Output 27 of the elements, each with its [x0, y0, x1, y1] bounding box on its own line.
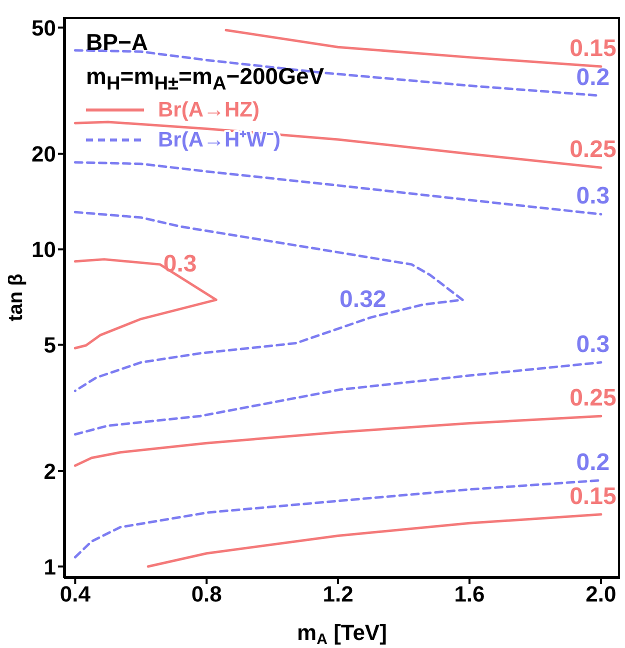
x-tick-label: 1.2 — [322, 582, 354, 607]
x-tick-label: 1.6 — [454, 582, 485, 607]
annotation: 0.32 — [340, 286, 386, 313]
y-tick-label: 2 — [44, 458, 56, 484]
annotation: 0.15 — [570, 35, 616, 62]
y-tick-label: 10 — [32, 237, 56, 262]
legend-label: Br(A→H⁺W⁻) — [158, 128, 280, 152]
x-tick-label: 0.8 — [191, 582, 222, 607]
x-tick-label: 2.0 — [586, 582, 616, 607]
annotation: m$_{H}$=m$_{H±}$=m$_{A}$−200GeV — [86, 63, 324, 95]
x-tick-label: 0.4 — [60, 582, 92, 607]
annotation: 0.25 — [570, 384, 616, 412]
annotation: 0.2 — [576, 448, 610, 476]
annotation: 0.3 — [576, 330, 610, 358]
line-series — [74, 210, 464, 392]
y-tick-label: 1 — [44, 554, 56, 580]
line-series — [146, 513, 602, 568]
y-tick-label: 50 — [32, 15, 56, 40]
y-tick-label: 20 — [32, 142, 56, 167]
legend-label: Br(A→HZ) — [158, 98, 260, 122]
annotation: BP−A — [86, 28, 149, 57]
annotation: 0.2 — [576, 64, 610, 92]
annotation: 0.3 — [576, 182, 610, 210]
annotation: 0.15 — [570, 482, 616, 510]
y-tick-label: 5 — [44, 332, 56, 358]
annotation: 0.25 — [570, 136, 616, 164]
x-axis-title: m$_{A}$ [TeV] — [297, 620, 387, 648]
